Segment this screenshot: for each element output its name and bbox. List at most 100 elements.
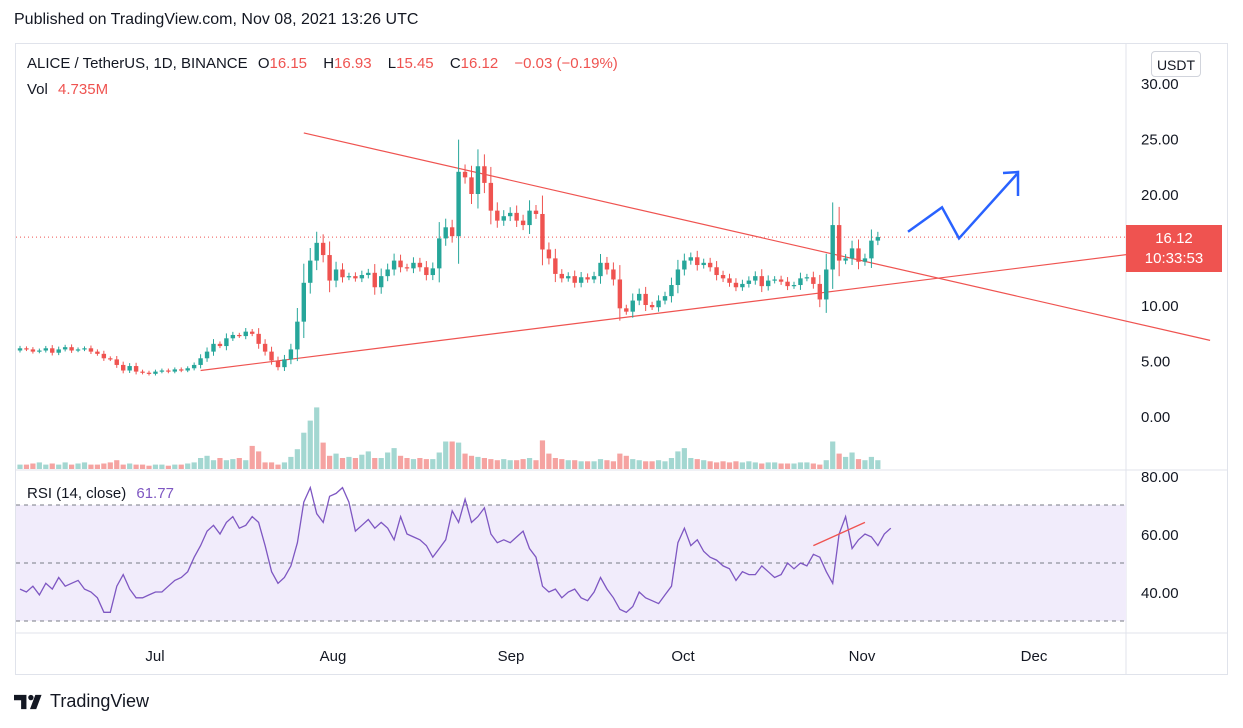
candle-body [688, 257, 693, 261]
last-price-value: 16.12 [1155, 230, 1193, 247]
candle-body [675, 269, 681, 286]
volume-bar [17, 464, 23, 469]
candle-body [656, 300, 661, 308]
volume-bar [56, 464, 62, 469]
candle-body [127, 366, 132, 371]
volume-bar [643, 461, 649, 469]
volume-bar [114, 460, 120, 469]
candle-body [185, 368, 190, 371]
candle-body [237, 334, 242, 337]
candle-body [372, 272, 377, 288]
candle-body [862, 258, 868, 262]
volume-bar [701, 460, 707, 469]
candle-body [617, 279, 623, 309]
volume-bar [69, 464, 75, 469]
rsi-legend: RSI (14, close) 61.77 [27, 485, 180, 502]
candle-body [643, 293, 648, 305]
candle-body [849, 248, 855, 259]
volume-bar [36, 462, 42, 469]
volume-bar [862, 460, 868, 469]
volume-bar [172, 464, 178, 469]
volume-bar [591, 461, 597, 469]
volume-bar [320, 442, 326, 469]
candle-body [88, 348, 94, 352]
candle-body [198, 358, 203, 365]
currency-button[interactable]: USDT [1151, 51, 1201, 77]
volume-bar [139, 464, 146, 469]
volume-bar [88, 464, 94, 469]
candle-body [224, 338, 229, 347]
candle-body [314, 242, 319, 261]
candle-body [121, 364, 126, 371]
rsi-label[interactable]: RSI (14, close) [27, 485, 127, 502]
volume-bar [365, 451, 371, 469]
published-header: Published on TradingView.com, Nov 08, 20… [14, 11, 419, 28]
rsi-value: 61.77 [136, 485, 174, 502]
time-tick-label: Nov [849, 648, 876, 665]
candle-body [462, 171, 468, 178]
candle-body [662, 296, 668, 301]
candle-body [669, 285, 674, 297]
volume-bar [662, 461, 668, 469]
symbol-name[interactable]: ALICE / TetherUS, 1D, BINANCE [27, 55, 248, 72]
candle-body [604, 262, 610, 270]
volume-bar [423, 459, 429, 469]
volume-bar [152, 464, 159, 469]
candle-body [546, 249, 552, 259]
volume-bar [688, 458, 694, 469]
trendline-descending-resistance [303, 132, 1211, 341]
candle-body [346, 276, 352, 278]
volume-bar [772, 462, 778, 469]
candle-body [108, 358, 113, 360]
volume-bar [410, 459, 417, 469]
candle-body [707, 262, 713, 268]
candle-body [753, 276, 758, 281]
candle-body [166, 370, 171, 372]
volume-bar [765, 462, 771, 469]
candle-body [243, 331, 248, 337]
candle-body [172, 369, 177, 372]
volume-bar [230, 459, 236, 469]
volume-bar [784, 463, 791, 469]
volume-bar [314, 407, 320, 469]
candle-body [43, 348, 48, 351]
candle-body [37, 350, 42, 352]
candle-body [191, 364, 197, 369]
candle-body [572, 276, 577, 283]
volume-bar [610, 461, 616, 469]
volume-bar [30, 463, 36, 469]
volume-bar [107, 462, 113, 469]
candle-body [701, 262, 706, 266]
volume-bar [210, 460, 217, 469]
last-price-label: 16.12 10:33:53 [1126, 225, 1222, 272]
candle-body [443, 227, 448, 239]
candle-body [282, 359, 287, 368]
tradingview-logo[interactable]: TradingView [14, 691, 149, 712]
volume-bar [855, 459, 862, 469]
volume-bar [694, 459, 700, 469]
candle-body [856, 248, 861, 262]
volume-bar [101, 463, 107, 469]
candle-body [262, 343, 268, 352]
candle-body [456, 171, 461, 237]
candle-body [836, 225, 842, 261]
candle-body [740, 283, 745, 288]
volume-bar [746, 461, 752, 469]
candle-body [133, 366, 139, 372]
candle-body [366, 272, 371, 276]
volume-bar [385, 452, 391, 469]
volume-bar [604, 460, 610, 469]
candle-body [269, 351, 274, 361]
candle-body [585, 277, 590, 280]
volume-bar [133, 464, 139, 469]
candle-body [327, 255, 332, 281]
volume-bar [849, 452, 855, 469]
candle-body [746, 280, 752, 284]
volume-bar [262, 462, 268, 469]
volume-value: 4.735M [58, 81, 109, 98]
volume-bar [668, 458, 675, 469]
candle-body [256, 333, 261, 344]
volume-bar [249, 445, 255, 469]
candle-body [449, 227, 455, 237]
